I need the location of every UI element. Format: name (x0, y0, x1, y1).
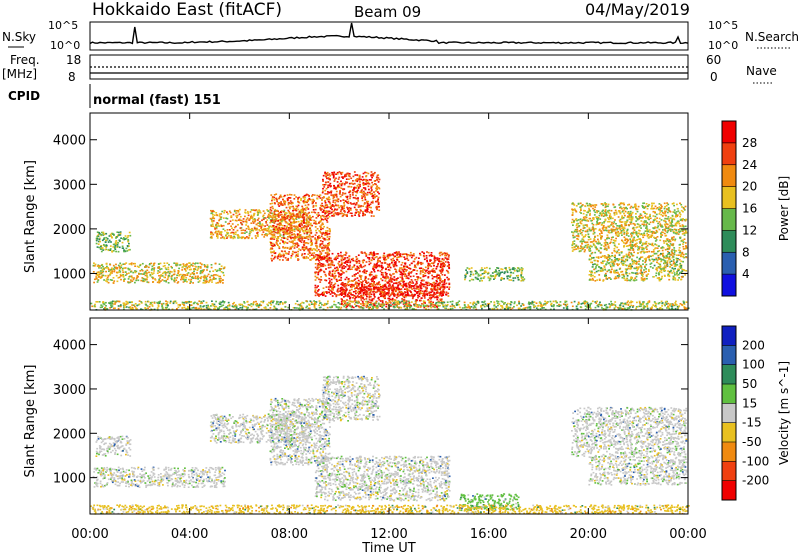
echo-region (314, 455, 451, 502)
colorbar-label: Velocity [m s^-1] (777, 361, 791, 465)
beam-label: Beam 09 (354, 3, 421, 21)
colorbar-segment (722, 345, 736, 365)
echo-region (321, 171, 381, 218)
cpid-label: CPID (8, 89, 40, 103)
colorbar: 200 100 50 15 -15 -50 -100 -200 Velocity [m s^-1… (721, 325, 791, 501)
y-tick-label: 4000 (53, 339, 86, 354)
y-tick-label: 4000 (53, 134, 86, 149)
nave-tick-top: 60 (706, 53, 721, 67)
colorbar-tick-label: -100 (742, 454, 769, 468)
nsearch-label: N.Search (745, 30, 799, 44)
nsky-tick-bottom: 10^0 (50, 39, 80, 52)
colorbar-segment (722, 164, 736, 187)
nsearch-tick-bottom: 10^0 (708, 39, 738, 52)
echo-region (269, 193, 331, 262)
x-tick-label: 04:00 (171, 527, 208, 542)
colorbar: 4 8 12 16 20 24 28 Power [dB] (721, 120, 791, 297)
colorbar-tick-label: -50 (742, 435, 762, 449)
colorbar-segment (722, 186, 736, 209)
colorbar-segment (722, 461, 736, 481)
colorbar-tick-label: 20 (742, 180, 757, 194)
nsky-label: N.Sky (2, 30, 36, 44)
echo-region (95, 435, 132, 457)
colorbar-segment (722, 252, 736, 275)
echo-region (321, 375, 381, 422)
x-tick-label: 00:00 (669, 527, 706, 542)
colorbar-tick-label: 4 (742, 267, 750, 281)
colorbar-tick-label: 24 (742, 158, 757, 172)
colorbar-tick-label: 16 (742, 202, 757, 216)
x-tick-label: 08:00 (271, 527, 308, 542)
y-tick-label: 3000 (53, 383, 86, 398)
nsearch-tick-top: 10^5 (708, 19, 738, 32)
x-tick-label: 20:00 (570, 527, 607, 542)
echo-region (464, 266, 526, 282)
colorbar-segment (722, 403, 736, 423)
nave-label: Nave (746, 64, 777, 78)
y-tick-label: 1000 (53, 472, 86, 487)
colorbar-tick-label: 15 (742, 396, 757, 410)
colorbar-segment (722, 274, 736, 297)
y-tick-label: 2000 (53, 427, 86, 442)
colorbar-segment (722, 142, 736, 166)
y-tick-label: 1000 (53, 267, 86, 282)
echo-region (588, 251, 688, 282)
x-tick-label: 16:00 (470, 527, 507, 542)
colorbar-tick-label: 200 (742, 338, 765, 352)
colorbar-segment (722, 230, 736, 253)
x-tick-label: 00:00 (71, 527, 108, 542)
colorbar-segment (722, 326, 736, 346)
colorbar-segment (722, 480, 736, 501)
cpid-value: normal (fast) 151 (93, 93, 221, 108)
freq-tick-top: 18 (66, 53, 81, 67)
nsky-strip-frame (89, 21, 689, 51)
y-tick-label: 3000 (53, 178, 86, 193)
colorbar-tick-label: 28 (742, 136, 757, 150)
colorbar-tick-label: 50 (742, 377, 757, 391)
freq-label: Freq. (10, 53, 40, 67)
echo-region (588, 455, 688, 486)
nave-tick-bottom: 0 (710, 70, 718, 84)
colorbar-tick-label: -15 (742, 416, 762, 430)
freq-tick-bottom: 8 (68, 70, 76, 84)
y-axis-label: Slant Range [km] (23, 160, 38, 273)
date-label: 04/May/2019 (585, 0, 690, 19)
freq-unit-label: [MHz] (2, 67, 37, 81)
colorbar-tick-label: 100 (742, 358, 765, 372)
y-axis-label: Slant Range [km] (23, 365, 38, 478)
colorbar-label: Power [dB] (777, 176, 791, 241)
echo-region (90, 300, 690, 311)
colorbar-tick-label: 12 (742, 223, 757, 237)
colorbar-frame (721, 325, 737, 501)
echo-region (95, 231, 132, 253)
x-axis-label: Time UT (361, 541, 415, 554)
colorbar-segment (722, 208, 736, 231)
echo-region (571, 202, 688, 253)
power-panel: 1000 2000 3000 4000 Slant Range [km] 4 8 12 16 20… (23, 112, 791, 311)
plot-title: Hokkaido East (fitACF) (92, 0, 282, 20)
colorbar-segment (722, 364, 736, 385)
velocity-panel: 00:00 04:00 08:00 12:00 16:00 20:00 00:00 1000 2… (23, 317, 791, 542)
echo-region (90, 504, 690, 515)
colorbar-segment (722, 442, 736, 462)
nsky-trace (89, 22, 689, 45)
y-tick-label: 2000 (53, 223, 86, 238)
x-tick-label: 12:00 (370, 527, 407, 542)
colorbar-segment (722, 121, 736, 144)
colorbar-segment (722, 422, 736, 443)
nsky-tick-top: 10^5 (48, 19, 78, 32)
echo-region (92, 466, 226, 489)
echo-region (570, 406, 688, 458)
colorbar-tick-label: -200 (742, 474, 769, 488)
colorbar-segment (722, 384, 736, 404)
colorbar-tick-label: 8 (742, 245, 750, 259)
echo-region (92, 262, 226, 284)
